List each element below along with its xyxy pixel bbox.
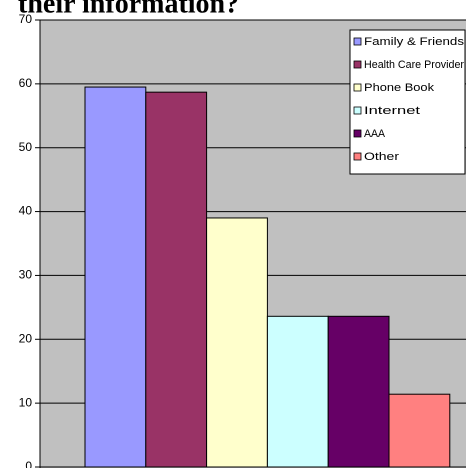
legend-label: Phone Book bbox=[364, 82, 435, 94]
legend-label: Health Care Provider bbox=[364, 59, 464, 71]
bar bbox=[84, 86, 147, 468]
bar bbox=[145, 91, 208, 468]
bar bbox=[388, 393, 451, 468]
y-tick-label: 20 bbox=[19, 331, 33, 345]
legend-label: Family & Friends bbox=[364, 36, 465, 48]
chart-title: their information? bbox=[18, 0, 239, 19]
bar bbox=[327, 315, 390, 468]
legend-swatch bbox=[353, 152, 362, 161]
legend-swatch bbox=[353, 106, 362, 115]
legend-swatch bbox=[353, 83, 362, 92]
y-tick-label: 40 bbox=[19, 204, 33, 218]
y-tick-label: 70 bbox=[19, 12, 33, 26]
y-tick-label: 30 bbox=[19, 268, 33, 282]
y-tick-label: 0 bbox=[25, 459, 32, 468]
y-tick-label: 60 bbox=[19, 76, 33, 90]
bar bbox=[266, 315, 329, 468]
y-tick-label: 10 bbox=[19, 395, 33, 409]
legend-box bbox=[349, 29, 466, 175]
bar bbox=[206, 217, 268, 468]
legend-swatch bbox=[353, 129, 362, 138]
legend-swatch bbox=[353, 60, 362, 69]
legend-label: Other bbox=[364, 151, 399, 163]
legend-swatch bbox=[353, 37, 362, 46]
legend-label: AAA bbox=[364, 128, 386, 140]
legend-label: Internet bbox=[364, 105, 420, 117]
y-tick-label: 50 bbox=[19, 140, 33, 154]
